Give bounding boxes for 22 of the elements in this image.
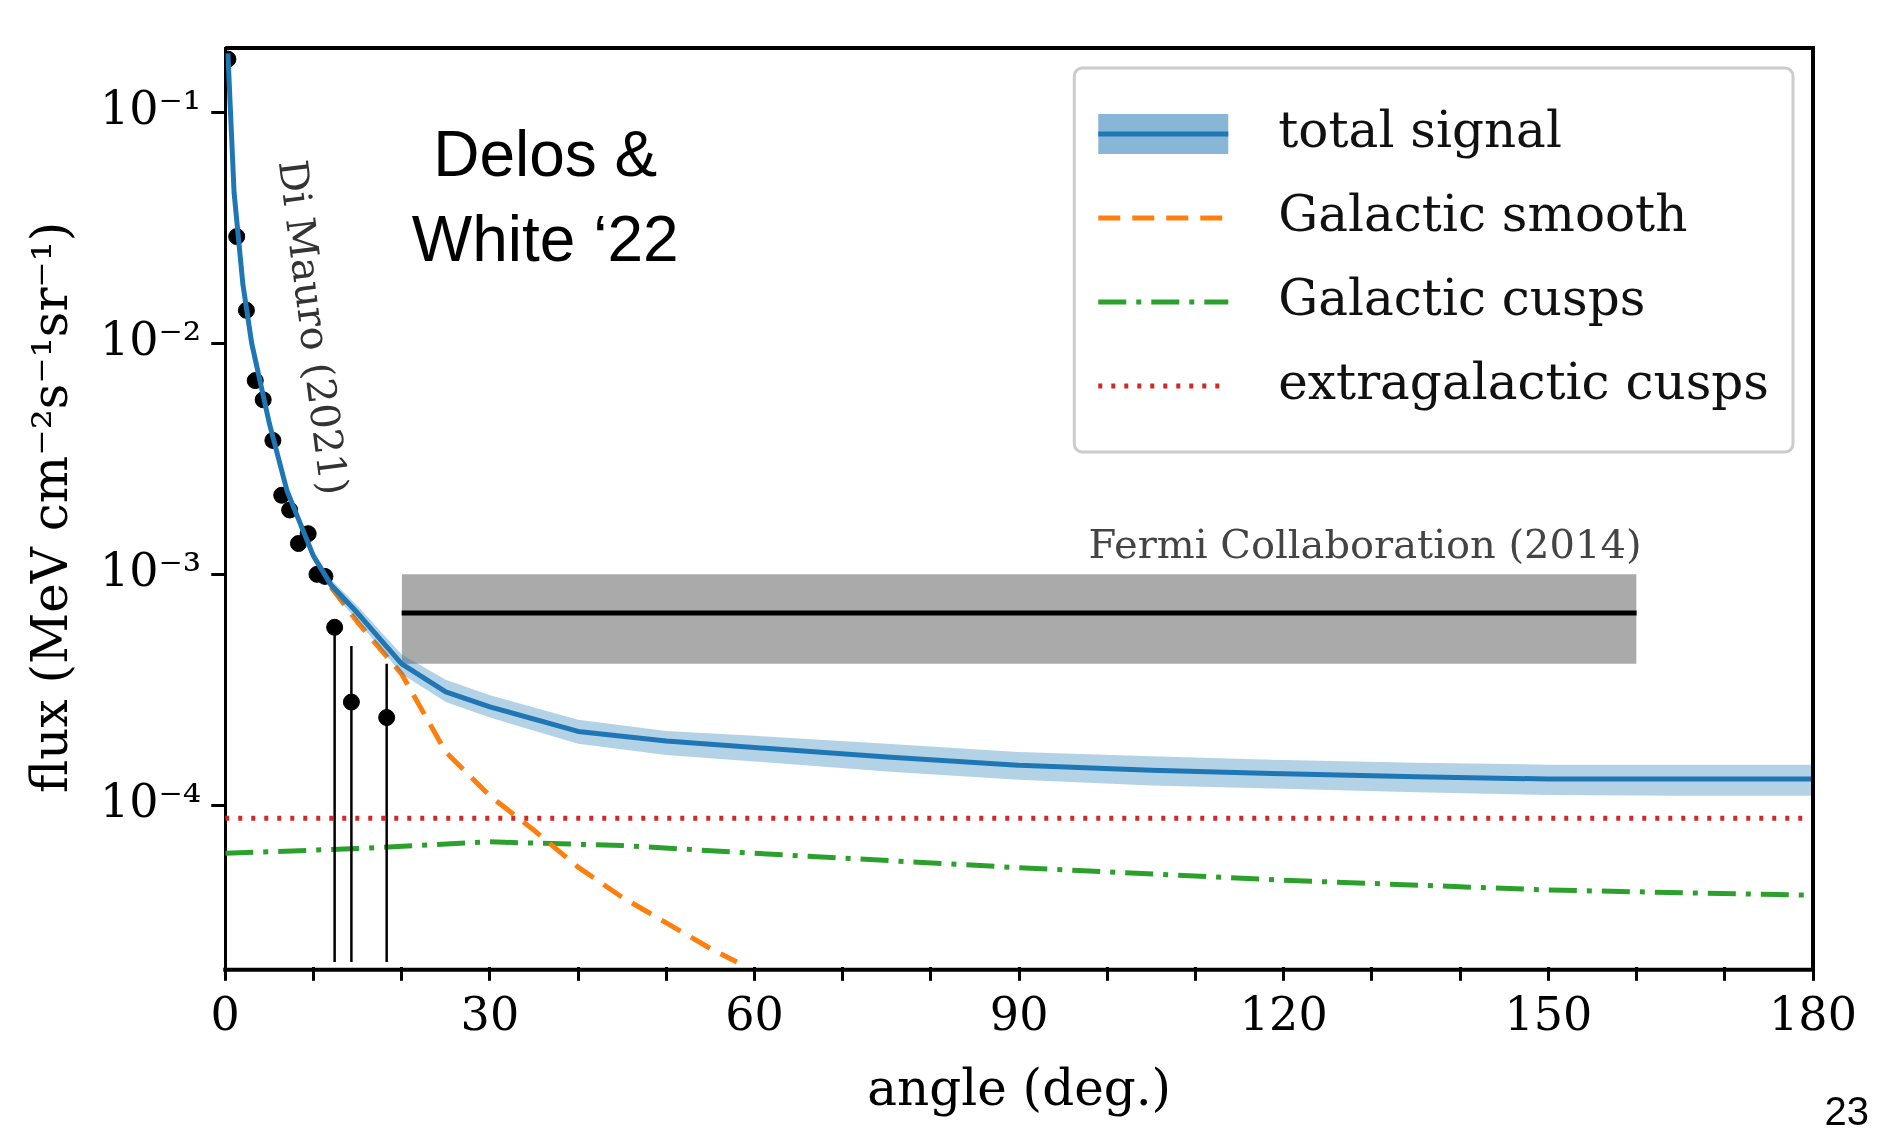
annotation: Delos & White ‘22 [411,117,679,275]
x-tick-label: 90 [989,987,1049,1042]
x-tick-label: 150 [1504,987,1593,1042]
legend-label: total signal [1278,100,1562,159]
text: 23 [1824,1089,1869,1134]
point [289,535,307,553]
x-tick-label: 60 [725,987,784,1042]
x-tick-label: 0 [210,987,240,1042]
x-axis-title: angle (deg.) [867,1058,1172,1117]
x-tick-label: 120 [1239,987,1328,1042]
annotation: Di Mauro (2021) [269,157,358,498]
y-tick-label: 10⁻¹ [99,81,202,136]
legend-label: Galactic cusps [1278,268,1646,327]
y-tick-label: 10⁻² [99,312,202,367]
x-tick-label: 30 [460,987,520,1042]
y-tick-label: 10⁻³ [99,543,202,598]
annotation: Fermi Collaboration (2014) [1088,521,1642,568]
y-axis-title: flux (MeV cm⁻²s⁻¹sr⁻¹) [20,221,79,794]
legend-label: Galactic smooth [1278,184,1688,243]
x-tick-label: 180 [1769,987,1857,1042]
y-tick-label: 10⁻⁴ [99,774,202,829]
legend-label: extragalactic cusps [1278,352,1770,411]
